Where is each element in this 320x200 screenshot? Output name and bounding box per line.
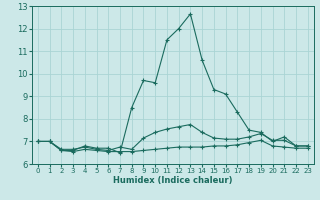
X-axis label: Humidex (Indice chaleur): Humidex (Indice chaleur): [113, 176, 233, 185]
